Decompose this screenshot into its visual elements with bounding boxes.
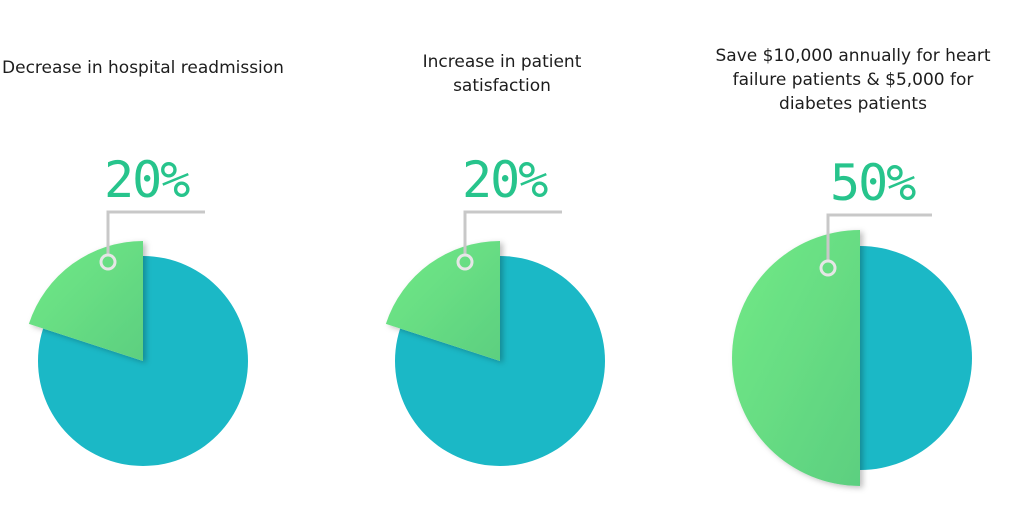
chart-3-slice-highlight bbox=[732, 230, 860, 486]
chart-2-leader-dot bbox=[456, 253, 474, 271]
chart-3-title: Save $10,000 annually for heart failure … bbox=[715, 46, 991, 114]
chart-3-leader-line bbox=[826, 213, 932, 261]
chart-1-leader-line bbox=[106, 210, 205, 255]
chart-1-slice-highlight bbox=[28, 241, 144, 361]
chart-2-title: Increase in patient satisfaction bbox=[422, 52, 582, 96]
chart-1-title: Decrease in hospital readmission bbox=[2, 58, 284, 78]
chart-3-slice-remainder bbox=[860, 246, 972, 470]
chart-3-percent-label: 50% bbox=[830, 154, 916, 212]
chart-1-percent-label: 20% bbox=[104, 151, 190, 209]
chart-1-leader-dot bbox=[99, 253, 117, 271]
chart-2-slice-highlight bbox=[385, 241, 500, 361]
chart-3-leader-dot bbox=[819, 259, 837, 277]
chart-2-percent-label: 20% bbox=[462, 151, 548, 209]
chart-2-leader-line bbox=[463, 210, 562, 255]
